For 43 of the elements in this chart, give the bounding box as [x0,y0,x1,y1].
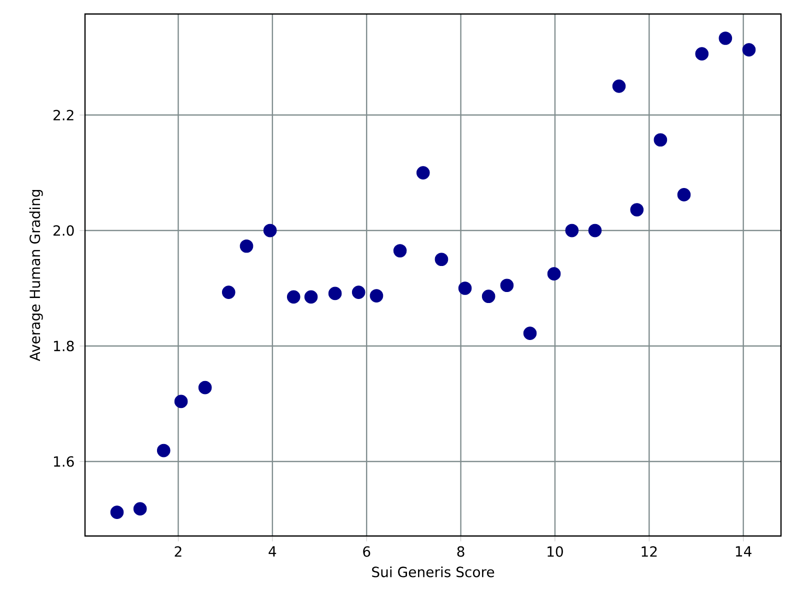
point [198,380,212,394]
point [304,290,318,304]
point [263,224,277,238]
x-axis-title: Sui Generis Score [372,566,494,578]
point [500,278,514,292]
point [523,326,537,340]
point [695,47,709,61]
point [482,290,496,304]
point [742,43,756,56]
point [588,224,602,238]
point [565,224,579,238]
point [110,506,124,519]
x-tick-label: 14 [736,546,752,556]
point [547,267,561,281]
point [328,286,342,300]
point [370,289,384,302]
y-tick-label: 1.8 [54,340,74,352]
x-tick-label: 10 [548,546,563,557]
point [458,282,472,295]
point [677,188,691,202]
y-tick-label: 2.0 [54,225,74,236]
x-tick-label: 12 [642,546,657,557]
point [286,290,300,304]
y-tick-label: 1.6 [54,456,74,467]
point [174,394,188,408]
point [393,244,407,258]
point [352,286,366,299]
x-tick-label: 2 [174,546,182,557]
x-tick-label: 8 [457,546,464,557]
y-tick-label: 2.2 [54,110,74,120]
point [434,252,448,266]
point [222,286,236,299]
point [156,444,170,458]
y-axis-title: Average Human Grading [29,190,43,362]
x-tick-label: 6 [363,546,370,557]
point [654,133,668,147]
point [630,203,644,216]
point [718,32,732,45]
x-tick-label: 4 [268,546,276,556]
point [612,80,626,93]
point [240,239,254,253]
point [133,502,147,516]
point [416,166,430,180]
